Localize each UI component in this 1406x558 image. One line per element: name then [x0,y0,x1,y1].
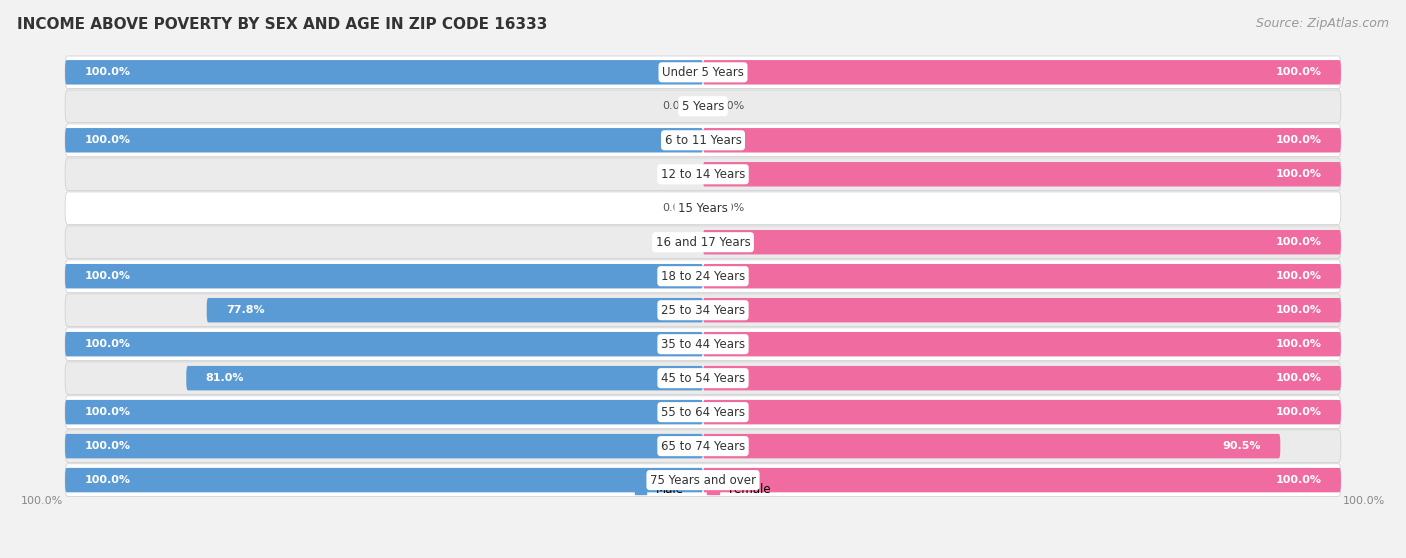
FancyBboxPatch shape [703,434,1281,458]
FancyBboxPatch shape [65,396,1341,429]
FancyBboxPatch shape [65,400,703,425]
Text: 5 Years: 5 Years [682,100,724,113]
FancyBboxPatch shape [703,400,1341,425]
FancyBboxPatch shape [65,464,1341,497]
FancyBboxPatch shape [65,294,1341,326]
Text: 100.0%: 100.0% [84,68,131,78]
FancyBboxPatch shape [703,332,1341,357]
Text: 100.0%: 100.0% [1275,305,1322,315]
Text: 90.5%: 90.5% [1223,441,1261,451]
Text: 100.0%: 100.0% [1275,68,1322,78]
FancyBboxPatch shape [703,468,1341,492]
FancyBboxPatch shape [65,226,1341,258]
Text: 100.0%: 100.0% [1275,373,1322,383]
Text: 100.0%: 100.0% [1275,237,1322,247]
Text: 0.0%: 0.0% [662,237,690,247]
Text: 6 to 11 Years: 6 to 11 Years [665,134,741,147]
FancyBboxPatch shape [65,468,703,492]
Text: 100.0%: 100.0% [1275,475,1322,485]
Text: 100.0%: 100.0% [21,496,63,506]
Text: 0.0%: 0.0% [716,102,744,111]
FancyBboxPatch shape [65,328,1341,360]
Text: Source: ZipAtlas.com: Source: ZipAtlas.com [1256,17,1389,30]
Text: 81.0%: 81.0% [205,373,243,383]
FancyBboxPatch shape [65,124,1341,157]
Text: 77.8%: 77.8% [226,305,264,315]
FancyBboxPatch shape [703,128,1341,152]
FancyBboxPatch shape [703,366,1341,391]
FancyBboxPatch shape [65,56,1341,89]
FancyBboxPatch shape [703,60,1341,85]
Text: 16 and 17 Years: 16 and 17 Years [655,235,751,249]
Text: 12 to 14 Years: 12 to 14 Years [661,168,745,181]
Text: 65 to 74 Years: 65 to 74 Years [661,440,745,453]
FancyBboxPatch shape [703,230,1341,254]
Text: 100.0%: 100.0% [1275,135,1322,145]
Text: 100.0%: 100.0% [84,475,131,485]
FancyBboxPatch shape [703,264,1341,288]
Text: 100.0%: 100.0% [1275,339,1322,349]
FancyBboxPatch shape [65,128,703,152]
Text: 0.0%: 0.0% [716,203,744,213]
Text: 25 to 34 Years: 25 to 34 Years [661,304,745,317]
FancyBboxPatch shape [65,192,1341,224]
Text: Under 5 Years: Under 5 Years [662,66,744,79]
Text: 55 to 64 Years: 55 to 64 Years [661,406,745,418]
Text: 100.0%: 100.0% [84,407,131,417]
FancyBboxPatch shape [65,430,1341,463]
Text: 45 to 54 Years: 45 to 54 Years [661,372,745,384]
Text: 75 Years and over: 75 Years and over [650,474,756,487]
Text: 100.0%: 100.0% [84,339,131,349]
FancyBboxPatch shape [65,264,703,288]
Text: 100.0%: 100.0% [1275,271,1322,281]
FancyBboxPatch shape [65,362,1341,395]
FancyBboxPatch shape [207,298,703,323]
FancyBboxPatch shape [703,298,1341,323]
Text: 100.0%: 100.0% [1275,407,1322,417]
FancyBboxPatch shape [703,162,1341,186]
Text: INCOME ABOVE POVERTY BY SEX AND AGE IN ZIP CODE 16333: INCOME ABOVE POVERTY BY SEX AND AGE IN Z… [17,17,547,32]
Legend: Male, Female: Male, Female [630,478,776,501]
Text: 18 to 24 Years: 18 to 24 Years [661,270,745,283]
FancyBboxPatch shape [186,366,703,391]
Text: 100.0%: 100.0% [1343,496,1385,506]
FancyBboxPatch shape [65,90,1341,123]
Text: 100.0%: 100.0% [84,135,131,145]
Text: 100.0%: 100.0% [84,441,131,451]
FancyBboxPatch shape [65,260,1341,292]
Text: 100.0%: 100.0% [1275,169,1322,179]
FancyBboxPatch shape [65,158,1341,191]
Text: 0.0%: 0.0% [662,102,690,111]
Text: 15 Years: 15 Years [678,202,728,215]
Text: 35 to 44 Years: 35 to 44 Years [661,338,745,350]
Text: 100.0%: 100.0% [84,271,131,281]
FancyBboxPatch shape [65,332,703,357]
FancyBboxPatch shape [65,60,703,85]
FancyBboxPatch shape [65,434,703,458]
Text: 0.0%: 0.0% [662,203,690,213]
Text: 0.0%: 0.0% [662,169,690,179]
